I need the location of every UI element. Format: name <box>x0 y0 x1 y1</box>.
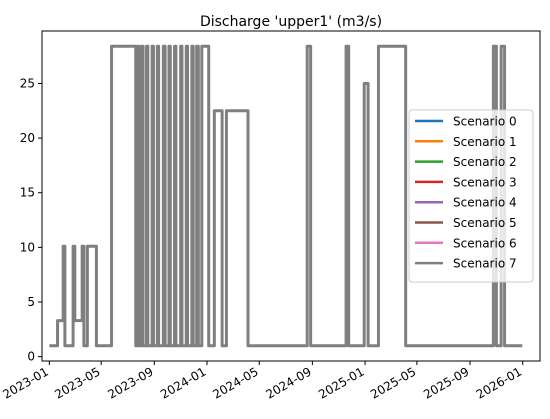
legend-label-scenario-5: Scenario 5 <box>453 216 517 230</box>
y-tick-label: 5 <box>27 295 35 309</box>
legend-label-scenario-4: Scenario 4 <box>453 196 517 210</box>
series-layer <box>49 44 523 348</box>
legend-label-scenario-6: Scenario 6 <box>453 236 517 250</box>
y-tick-label: 0 <box>27 350 35 364</box>
plot-area <box>41 30 541 362</box>
legend-entries: Scenario 0 Scenario 1 Scenario 2 Scenario 3… <box>415 115 517 271</box>
legend-label-scenario-0: Scenario 0 <box>453 115 517 129</box>
legend-label-scenario-1: Scenario 1 <box>453 135 517 149</box>
y-tick-label: 20 <box>20 131 35 145</box>
series-line-scenario-7 <box>49 44 523 348</box>
legend-label-scenario-3: Scenario 3 <box>453 175 517 189</box>
y-tick-label: 25 <box>20 76 35 90</box>
legend-label-scenario-2: Scenario 2 <box>453 155 517 169</box>
plot-frame <box>41 30 541 362</box>
legend-box <box>408 109 534 283</box>
y-axis: 0 5 10 15 20 25 <box>20 76 42 364</box>
legend-label-scenario-7: Scenario 7 <box>453 257 517 271</box>
y-tick-label: 10 <box>20 240 35 254</box>
chart-title: Discharge 'upper1' (m3/s) <box>200 14 382 30</box>
legend: Scenario 0 Scenario 1 Scenario 2 Scenario 3… <box>408 109 534 283</box>
y-tick-label: 15 <box>20 186 35 200</box>
